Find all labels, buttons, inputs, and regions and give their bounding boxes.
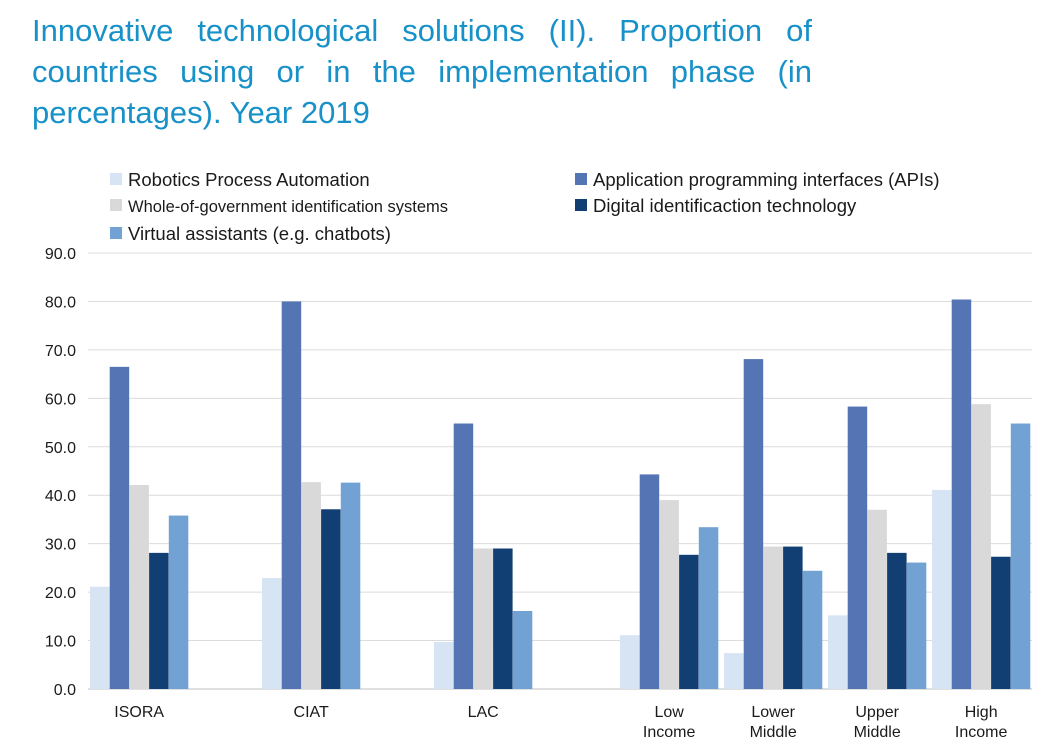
- y-tick-label: 50.0: [45, 440, 76, 457]
- bar: [1010, 423, 1031, 689]
- y-tick-label: 10.0: [45, 634, 76, 651]
- bar: [321, 509, 341, 689]
- bar: [473, 548, 493, 689]
- bar: [724, 653, 744, 689]
- legend: Robotics Process Automation Application p…: [110, 169, 940, 244]
- bar: [262, 578, 282, 689]
- legend-swatch: [575, 173, 587, 185]
- bar: [90, 586, 110, 689]
- legend-item: Whole-of-government identification syste…: [110, 198, 448, 216]
- bar: [828, 615, 848, 689]
- bar: [281, 301, 302, 689]
- bar: [659, 500, 679, 689]
- legend-item: Application programming interfaces (APIs…: [575, 169, 940, 190]
- bar: [847, 406, 868, 689]
- bar: [129, 485, 149, 689]
- bar: [971, 404, 991, 689]
- bar: [887, 552, 907, 689]
- legend-label: Application programming interfaces (APIs…: [593, 169, 940, 190]
- y-axis-tick-labels: 0.0 10.0 20.0 30.0 40.0 50.0 60.0 70.0 80.0 90.0: [45, 246, 76, 699]
- bar: [620, 635, 640, 689]
- chart-title: Innovative technological solutions (II).…: [32, 13, 812, 130]
- y-tick-label: 20.0: [45, 585, 76, 602]
- bar: [434, 642, 454, 689]
- bar: [340, 482, 361, 689]
- y-tick-label: 0.0: [54, 682, 76, 699]
- bar: [783, 546, 803, 689]
- bar: [743, 359, 764, 689]
- bar: [109, 366, 130, 689]
- bar: [906, 562, 927, 689]
- bar: [932, 489, 952, 689]
- y-tick-label: 70.0: [45, 343, 76, 360]
- x-category-label: Lower Middle: [750, 704, 797, 741]
- y-tick-label: 30.0: [45, 537, 76, 554]
- bar: [168, 515, 189, 689]
- x-category-label: Low Income: [643, 704, 696, 741]
- legend-item: Robotics Process Automation: [110, 169, 370, 190]
- x-category-label: ISORA: [114, 704, 164, 721]
- bar: [679, 554, 699, 689]
- x-category-label: High Income: [955, 704, 1008, 741]
- bar: [698, 527, 719, 689]
- legend-swatch: [110, 173, 122, 185]
- legend-label: Digital identificaction technology: [593, 195, 857, 216]
- legend-swatch: [110, 199, 122, 211]
- y-tick-label: 60.0: [45, 391, 76, 408]
- x-axis-category-labels: ISORA CIAT LAC Low Income Lower Middle Upper Mid…: [114, 704, 1007, 741]
- bar: [639, 474, 660, 689]
- legend-label: Whole-of-government identification syste…: [128, 198, 448, 216]
- y-tick-label: 40.0: [45, 488, 76, 505]
- bar: [493, 548, 513, 689]
- bar: [763, 546, 783, 689]
- x-category-label: LAC: [468, 704, 499, 721]
- y-tick-label: 90.0: [45, 246, 76, 263]
- legend-swatch: [575, 199, 587, 211]
- bar: [301, 482, 321, 689]
- legend-item: Digital identificaction technology: [575, 195, 857, 216]
- bar: [951, 299, 972, 689]
- x-category-label: CIAT: [294, 704, 329, 721]
- legend-label: Robotics Process Automation: [128, 169, 370, 190]
- y-tick-label: 80.0: [45, 294, 76, 311]
- legend-label: Virtual assistants (e.g. chatbots): [128, 223, 391, 244]
- legend-item: Virtual assistants (e.g. chatbots): [110, 223, 391, 244]
- x-category-label: Upper Middle: [854, 704, 901, 741]
- legend-swatch: [110, 227, 122, 239]
- bar: [802, 570, 823, 689]
- bar: [149, 552, 169, 689]
- bar: [453, 423, 474, 689]
- bar: [512, 611, 533, 689]
- bar: [867, 509, 887, 689]
- bar: [991, 556, 1011, 689]
- bars: [90, 299, 1031, 689]
